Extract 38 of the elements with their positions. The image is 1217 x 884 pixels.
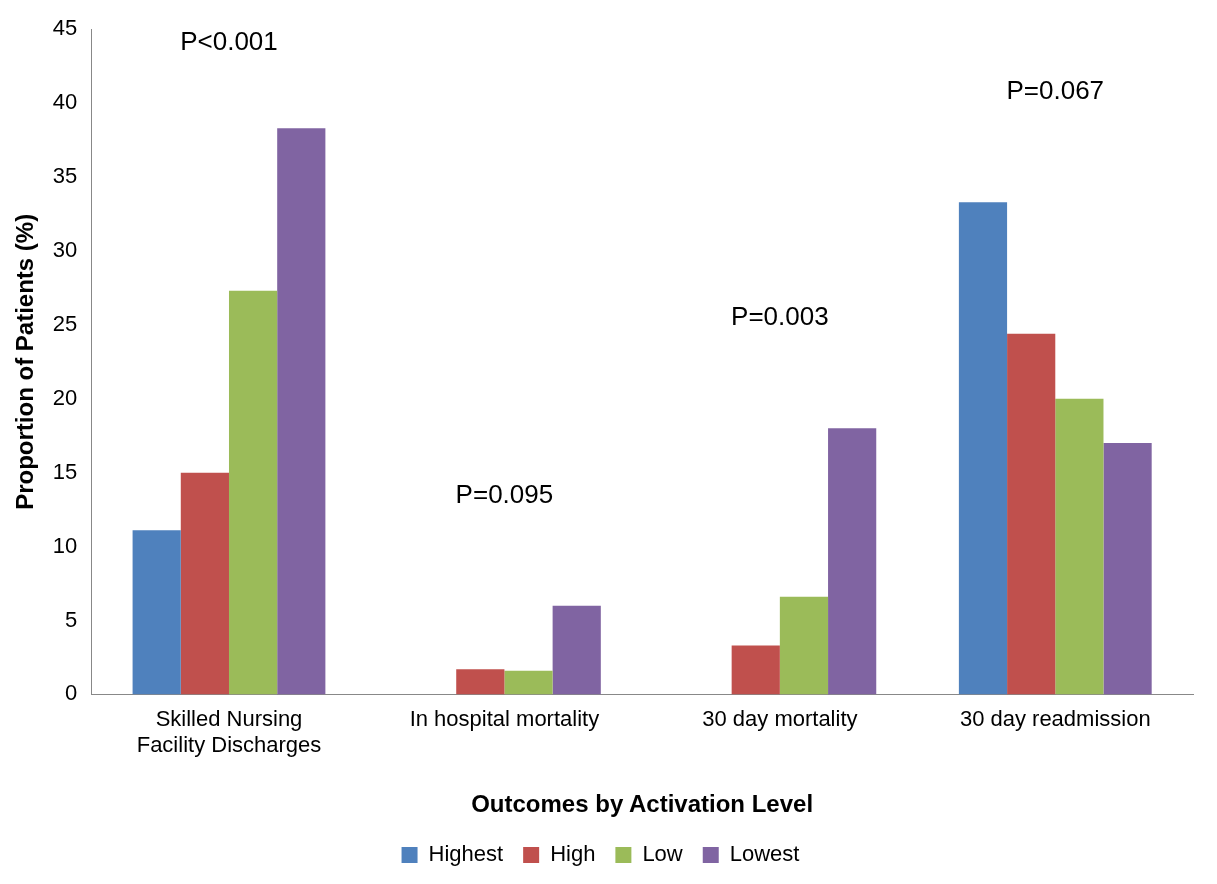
x-axis-title: Outcomes by Activation Level xyxy=(471,790,814,818)
bar xyxy=(228,290,278,695)
x-tick-label: In hospital mortality xyxy=(409,705,600,731)
y-tick-label: 45 xyxy=(52,15,78,41)
x-tick-label: 30 day readmission xyxy=(959,705,1151,731)
bar xyxy=(958,202,1008,695)
bar xyxy=(1007,333,1056,695)
legend-label: Highest xyxy=(428,841,504,867)
y-axis-title: Proportion of Patients (%) xyxy=(11,213,39,510)
y-tick-label: 35 xyxy=(52,163,78,189)
bar xyxy=(132,530,181,695)
legend-label: Low xyxy=(642,841,683,867)
legend-label: Lowest xyxy=(729,841,800,867)
bar xyxy=(504,670,553,695)
y-tick-label: 0 xyxy=(65,680,78,706)
bar xyxy=(456,669,505,695)
annotation: P=0.003 xyxy=(731,301,829,332)
y-tick-label: 5 xyxy=(65,606,78,632)
bar xyxy=(731,645,780,695)
y-tick-label: 15 xyxy=(52,458,78,484)
y-tick-label: 25 xyxy=(52,310,78,336)
annotation: P=0.067 xyxy=(1006,75,1105,106)
bar xyxy=(828,428,877,695)
bar xyxy=(552,605,601,695)
bar xyxy=(180,472,229,695)
bar xyxy=(1055,398,1104,695)
y-tick-label: 10 xyxy=(52,532,78,558)
bar xyxy=(277,128,326,695)
annotation: P<0.001 xyxy=(180,26,278,57)
legend-label: High xyxy=(550,841,596,867)
x-tick-label: 30 day mortality xyxy=(702,705,858,731)
y-tick-label: 40 xyxy=(52,89,78,115)
x-tick-label: Skilled Nursing Facility Discharges xyxy=(136,705,322,758)
y-tick-label: 20 xyxy=(52,384,78,410)
y-tick-label: 30 xyxy=(52,237,78,262)
annotation: P=0.095 xyxy=(455,478,554,509)
bar xyxy=(1103,443,1152,695)
bar xyxy=(779,596,829,695)
